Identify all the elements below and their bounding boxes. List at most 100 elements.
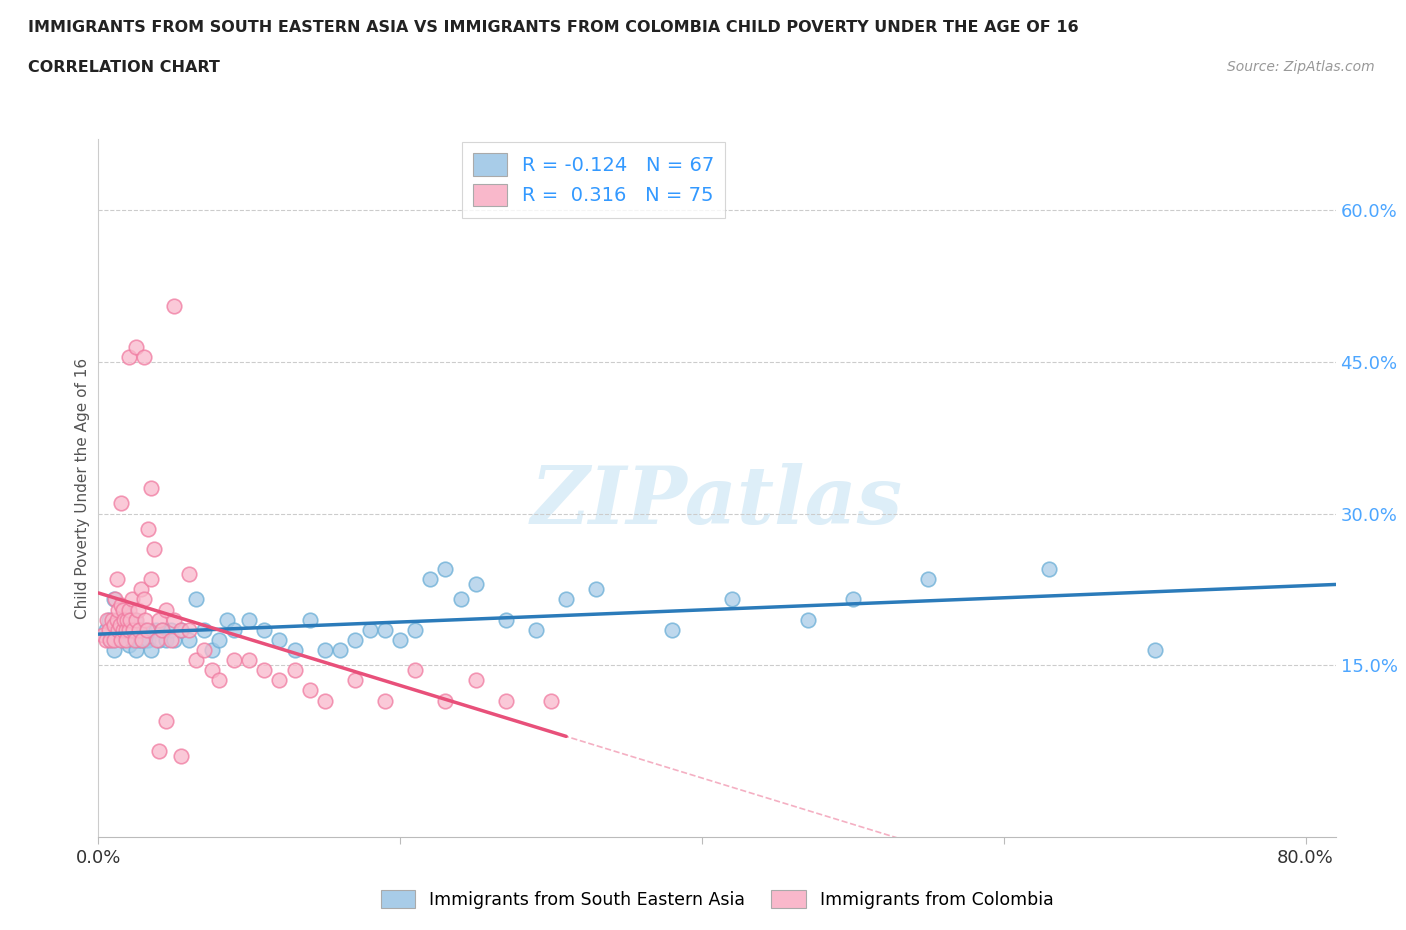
- Point: [404, 622, 426, 637]
- Point: [105, 618, 128, 632]
- Point: [107, 602, 129, 617]
- Point: [98, 612, 121, 627]
- Point: [148, 612, 170, 627]
- Point: [555, 592, 578, 607]
- Point: [120, 612, 142, 627]
- Point: [124, 612, 146, 627]
- Point: [122, 622, 145, 637]
- Point: [108, 618, 131, 632]
- Point: [103, 618, 125, 632]
- Point: [136, 632, 159, 647]
- Point: [103, 632, 125, 647]
- Point: [125, 643, 148, 658]
- Point: [796, 612, 818, 627]
- Point: [200, 643, 222, 658]
- Text: CORRELATION CHART: CORRELATION CHART: [28, 60, 219, 75]
- Point: [404, 663, 426, 678]
- Point: [177, 622, 200, 637]
- Point: [524, 622, 547, 637]
- Point: [150, 622, 173, 637]
- Point: [94, 632, 117, 647]
- Point: [122, 622, 145, 637]
- Point: [115, 612, 138, 627]
- Point: [114, 632, 136, 647]
- Point: [124, 632, 146, 647]
- Point: [105, 612, 128, 627]
- Text: Source: ZipAtlas.com: Source: ZipAtlas.com: [1227, 60, 1375, 74]
- Point: [284, 663, 307, 678]
- Point: [540, 693, 562, 708]
- Point: [134, 612, 156, 627]
- Point: [100, 632, 122, 647]
- Point: [98, 622, 121, 637]
- Point: [177, 632, 200, 647]
- Point: [110, 597, 132, 612]
- Point: [495, 612, 517, 627]
- Point: [170, 622, 193, 637]
- Point: [114, 607, 136, 622]
- Point: [585, 582, 607, 597]
- Point: [298, 612, 321, 627]
- Point: [111, 602, 134, 617]
- Point: [91, 628, 114, 643]
- Point: [127, 632, 149, 647]
- Point: [135, 622, 157, 637]
- Point: [163, 612, 186, 627]
- Point: [121, 592, 143, 607]
- Point: [160, 622, 183, 637]
- Point: [269, 673, 291, 688]
- Point: [389, 632, 412, 647]
- Point: [94, 622, 117, 637]
- Point: [110, 496, 132, 511]
- Point: [125, 339, 148, 354]
- Point: [155, 602, 177, 617]
- Y-axis label: Child Poverty Under the Age of 16: Child Poverty Under the Age of 16: [75, 358, 90, 618]
- Point: [253, 663, 276, 678]
- Point: [141, 572, 163, 587]
- Point: [224, 653, 246, 668]
- Text: IMMIGRANTS FROM SOUTH EASTERN ASIA VS IMMIGRANTS FROM COLOMBIA CHILD POVERTY UND: IMMIGRANTS FROM SOUTH EASTERN ASIA VS IM…: [28, 20, 1078, 35]
- Point: [208, 673, 231, 688]
- Legend: Immigrants from South Eastern Asia, Immigrants from Colombia: Immigrants from South Eastern Asia, Immi…: [381, 890, 1053, 909]
- Point: [111, 622, 134, 637]
- Point: [343, 673, 366, 688]
- Point: [121, 632, 143, 647]
- Point: [284, 643, 307, 658]
- Point: [103, 632, 125, 647]
- Point: [163, 632, 186, 647]
- Point: [1143, 643, 1166, 658]
- Point: [163, 299, 186, 313]
- Point: [208, 632, 231, 647]
- Point: [101, 612, 124, 627]
- Point: [110, 632, 132, 647]
- Point: [160, 632, 183, 647]
- Point: [434, 562, 457, 577]
- Point: [374, 622, 396, 637]
- Point: [131, 632, 153, 647]
- Point: [200, 663, 222, 678]
- Point: [148, 632, 170, 647]
- Point: [141, 481, 163, 496]
- Point: [104, 592, 127, 607]
- Point: [215, 612, 238, 627]
- Point: [253, 622, 276, 637]
- Point: [132, 350, 155, 365]
- Point: [419, 572, 441, 587]
- Point: [110, 612, 132, 627]
- Point: [155, 632, 177, 647]
- Point: [128, 622, 150, 637]
- Point: [464, 673, 486, 688]
- Point: [107, 622, 129, 637]
- Text: ZIPatlas: ZIPatlas: [531, 463, 903, 541]
- Point: [128, 622, 150, 637]
- Point: [721, 592, 744, 607]
- Point: [107, 622, 129, 637]
- Point: [238, 612, 260, 627]
- Point: [141, 643, 163, 658]
- Point: [111, 632, 134, 647]
- Point: [114, 622, 136, 637]
- Point: [155, 713, 177, 728]
- Point: [269, 632, 291, 647]
- Point: [125, 612, 148, 627]
- Point: [495, 693, 517, 708]
